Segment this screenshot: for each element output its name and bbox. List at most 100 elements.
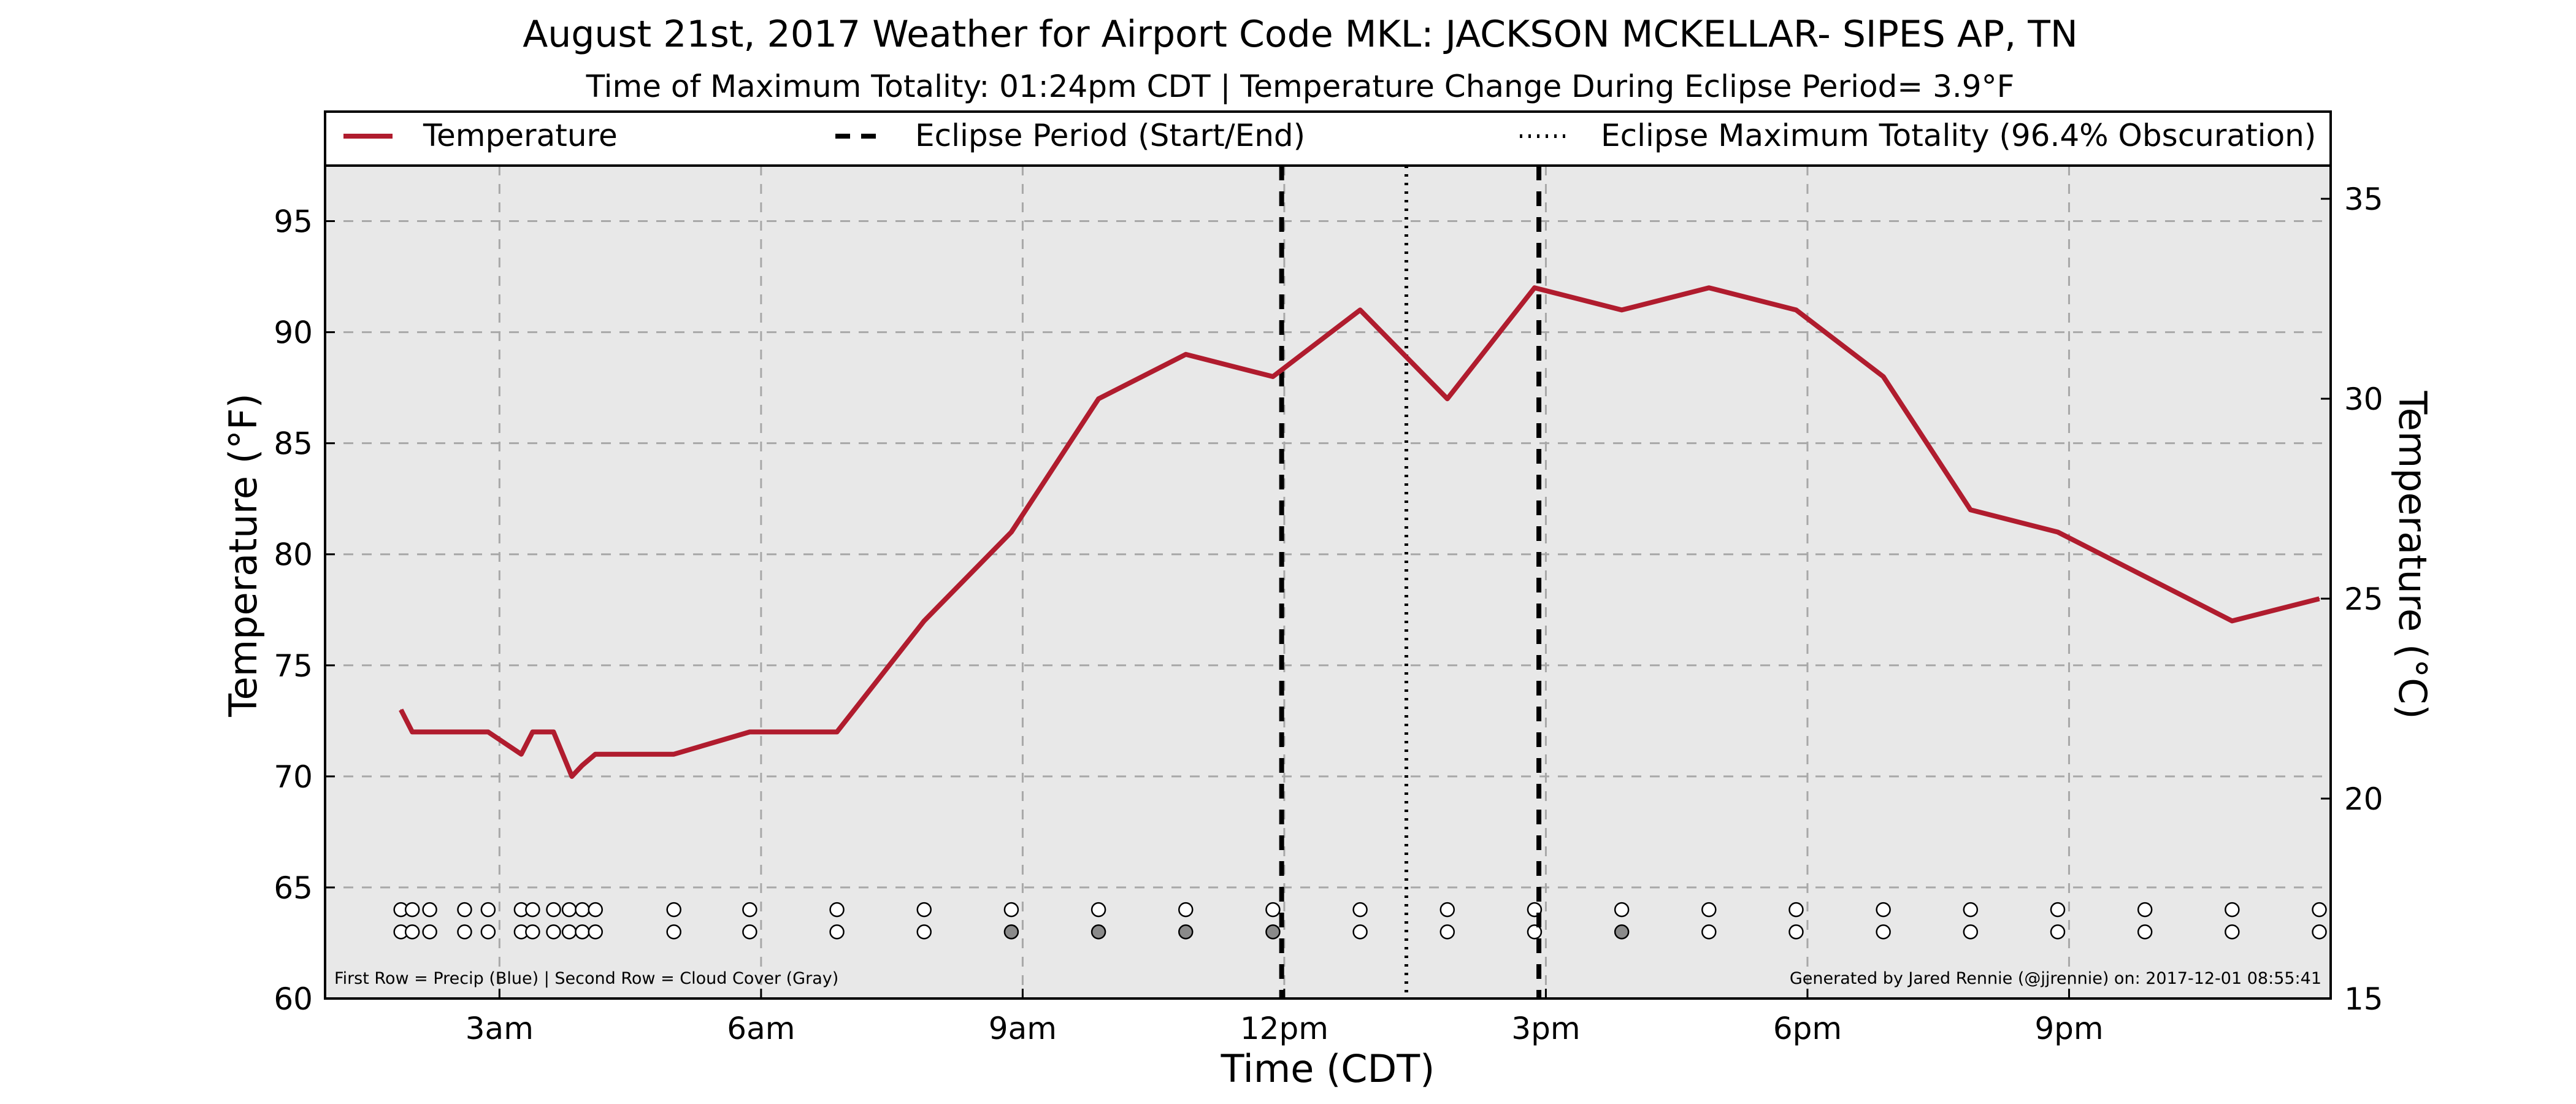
x-axis-label: Time (CDT) bbox=[1221, 1046, 1435, 1091]
temperature-point bbox=[400, 709, 402, 711]
x-ticks: 3am 6am 9am 12pm 3pm 6pm 9pm bbox=[466, 989, 2104, 1046]
x-tick-label: 12pm bbox=[1240, 1011, 1328, 1046]
precip-marker bbox=[525, 902, 540, 918]
precip-marker bbox=[742, 902, 757, 918]
y-tick-label-right: 15 bbox=[2344, 981, 2383, 1017]
precip-marker bbox=[1003, 902, 1019, 918]
cloud-cover-marker bbox=[1352, 924, 1368, 940]
temperature-point bbox=[532, 731, 534, 733]
cloud-cover-marker bbox=[1614, 924, 1630, 940]
cloud-cover-marker bbox=[561, 924, 577, 940]
temperature-point bbox=[571, 775, 573, 777]
cloud-cover-marker bbox=[422, 924, 437, 940]
precip-marker bbox=[1178, 902, 1194, 918]
y-tick-label: 75 bbox=[274, 648, 313, 684]
cloud-cover-marker bbox=[457, 924, 472, 940]
y-tick-label: 85 bbox=[274, 426, 313, 462]
temperature-point bbox=[594, 753, 596, 755]
temperature-point bbox=[2144, 575, 2146, 577]
cloud-cover-marker bbox=[2137, 924, 2153, 940]
precip-marker bbox=[546, 902, 561, 918]
cloud-cover-marker bbox=[525, 924, 540, 940]
cloud-cover-marker bbox=[1701, 924, 1717, 940]
precip-marker bbox=[422, 902, 437, 918]
temperature-point bbox=[836, 731, 838, 733]
temperature-series bbox=[399, 285, 2320, 779]
precip-marker bbox=[480, 902, 496, 918]
y-tick-label: 95 bbox=[274, 204, 313, 240]
x-tick-label: 9pm bbox=[2034, 1011, 2103, 1046]
precip-marker bbox=[1701, 902, 1717, 918]
temperature-point bbox=[1098, 398, 1100, 400]
temperature-line bbox=[399, 285, 2320, 779]
cloud-cover-marker bbox=[1091, 924, 1106, 940]
temperature-point bbox=[1359, 309, 1361, 311]
temperature-point bbox=[1969, 509, 1971, 511]
temperature-point bbox=[749, 731, 751, 733]
cloud-cover-marker bbox=[404, 924, 420, 940]
cloud-cover-marker bbox=[1788, 924, 1804, 940]
temperature-point bbox=[2231, 620, 2233, 622]
precip-marker bbox=[2137, 902, 2153, 918]
precip-marker bbox=[2225, 902, 2240, 918]
temperature-point bbox=[520, 753, 522, 755]
y-tick-label-right: 30 bbox=[2344, 381, 2383, 417]
y-tick-label-right: 25 bbox=[2344, 581, 2383, 617]
precip-marker bbox=[1788, 902, 1804, 918]
temperature-point bbox=[2057, 531, 2058, 533]
legend-label-eclipse-max: Eclipse Maximum Totality (96.4% Obscurat… bbox=[1601, 118, 2316, 153]
eclipse-lines bbox=[1279, 166, 1542, 999]
precip-marker bbox=[588, 902, 603, 918]
precip-marker bbox=[1352, 902, 1368, 918]
precip-marker bbox=[2050, 902, 2066, 918]
legend-label-eclipse-period: Eclipse Period (Start/End) bbox=[915, 118, 1305, 153]
precip-marker bbox=[457, 902, 472, 918]
plot-area bbox=[325, 166, 2331, 999]
temperature-point bbox=[1010, 531, 1012, 533]
annotation-left: First Row = Precip (Blue) | Second Row =… bbox=[334, 969, 838, 988]
cloud-cover-marker bbox=[1178, 924, 1194, 940]
legend-box bbox=[324, 110, 2332, 167]
y-tick-label: 70 bbox=[274, 759, 313, 795]
y-axis-label-left: Temperature (°F) bbox=[221, 393, 266, 717]
precip-marker bbox=[1614, 902, 1630, 918]
precip-marker bbox=[1963, 902, 1979, 918]
y-tick-label: 80 bbox=[274, 537, 313, 573]
cloud-cover-marker bbox=[666, 924, 681, 940]
cloud-cover-marker bbox=[1527, 924, 1543, 940]
cloud-cover-marker bbox=[742, 924, 757, 940]
cloud-cover-marker bbox=[1265, 924, 1281, 940]
y-tick-label-right: 20 bbox=[2344, 781, 2383, 817]
cloud-cover-marker bbox=[829, 924, 845, 940]
precip-marker bbox=[666, 902, 681, 918]
temperature-point bbox=[1882, 376, 1884, 378]
x-tick-label: 9am bbox=[989, 1011, 1057, 1046]
y-tick-label: 60 bbox=[274, 981, 313, 1017]
cloud-cover-marker bbox=[916, 924, 932, 940]
temperature-point bbox=[1533, 287, 1535, 289]
precip-marker bbox=[2312, 902, 2327, 918]
chart-title: August 21st, 2017 Weather for Airport Co… bbox=[523, 13, 2078, 56]
cloud-cover-marker bbox=[2225, 924, 2240, 940]
precip-marker bbox=[575, 902, 590, 918]
cloud-cover-marker bbox=[575, 924, 590, 940]
temperature-point bbox=[412, 731, 413, 733]
precip-marker bbox=[1091, 902, 1106, 918]
y-tick-label: 65 bbox=[274, 870, 313, 906]
x-tick-label: 3am bbox=[466, 1011, 534, 1046]
annotation-right: Generated by Jared Rennie (@jjrennie) on… bbox=[1790, 969, 2321, 988]
temperature-point bbox=[1795, 309, 1797, 311]
y-ticks-right: 15 20 25 30 35 bbox=[2321, 182, 2383, 1017]
temperature-point bbox=[487, 731, 489, 733]
precip-marker bbox=[561, 902, 577, 918]
precip-marker bbox=[829, 902, 845, 918]
y-axis-label-right: Temperature (°C) bbox=[2390, 390, 2435, 719]
y-tick-label-right: 35 bbox=[2344, 182, 2383, 217]
temperature-point bbox=[1446, 398, 1448, 400]
temperature-point bbox=[553, 731, 554, 733]
temperature-point bbox=[1708, 287, 1710, 289]
x-tick-label: 6am bbox=[727, 1011, 795, 1046]
cloud-cover-marker bbox=[1876, 924, 1891, 940]
temperature-point bbox=[2318, 598, 2320, 600]
